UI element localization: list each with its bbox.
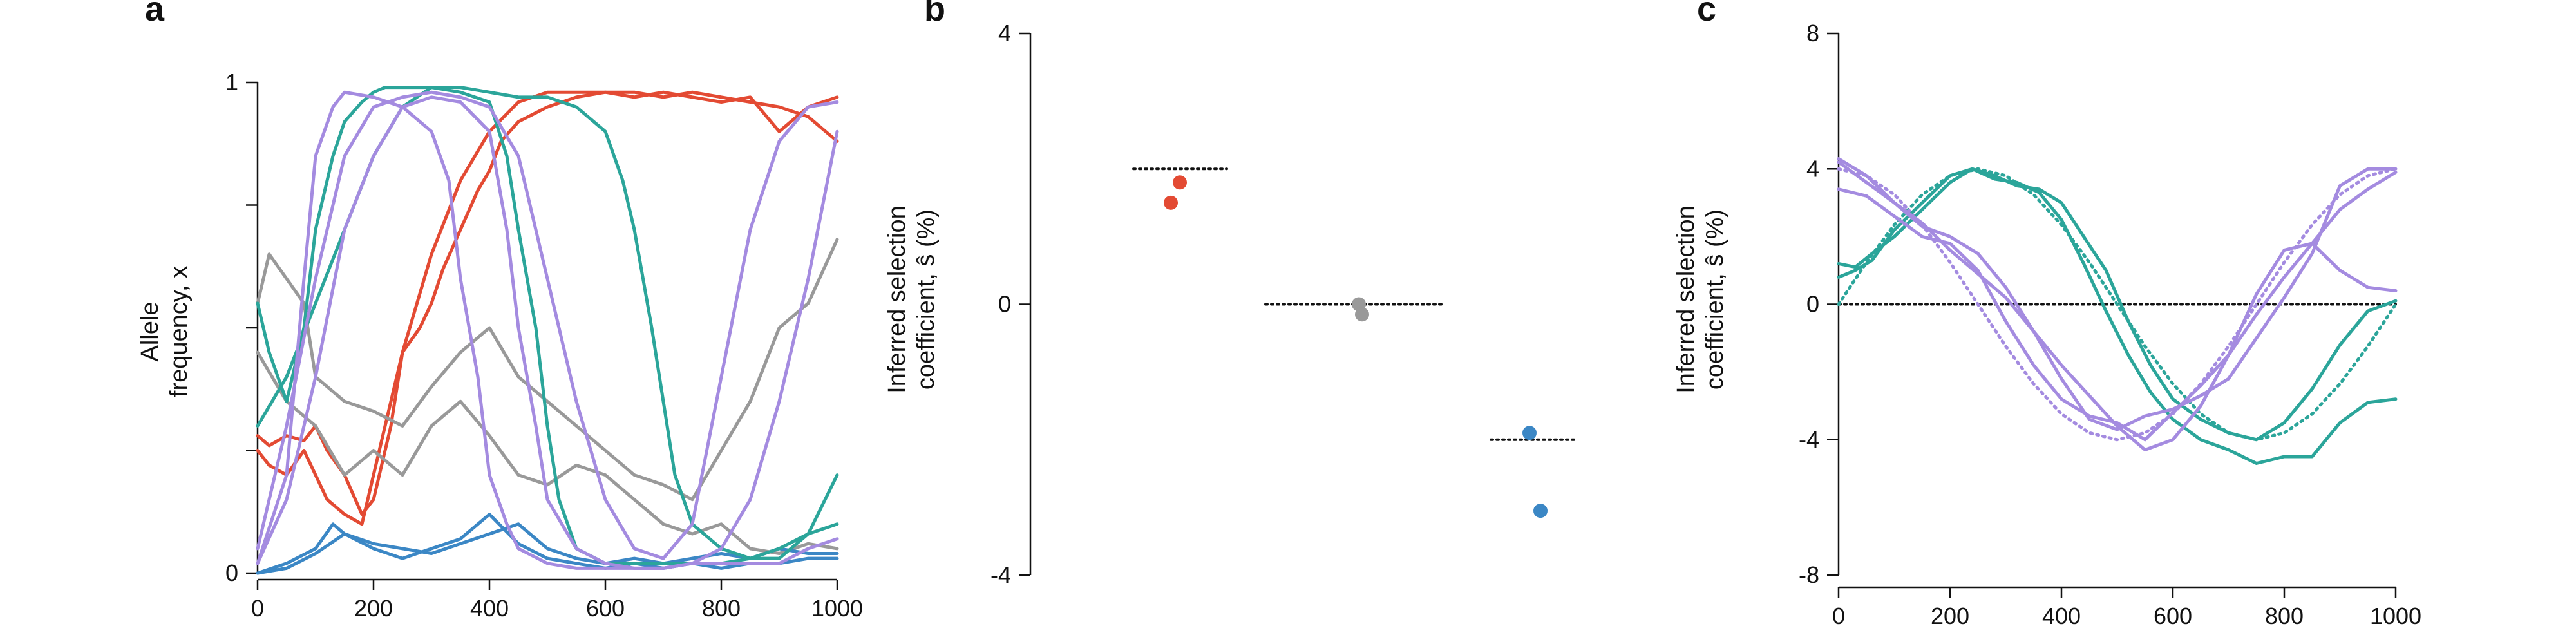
- y-tick-label-c: 8: [1806, 20, 1819, 46]
- y-axis-label-a-line2: frequency, x: [166, 266, 193, 397]
- inferred-curve-teal: [1837, 167, 2398, 465]
- y-axis-label-b-line2: coefficient, ŝ (%): [913, 209, 940, 390]
- x-tick-label-a: 0: [251, 595, 264, 621]
- traces-c: [1837, 157, 2398, 465]
- point-blue: [1522, 426, 1537, 440]
- trace-purple: [256, 90, 839, 570]
- y-tick-label-b: 4: [998, 20, 1011, 46]
- axes-b: -4 0 4: [990, 20, 1032, 588]
- true-curve-teal: [1837, 167, 2398, 442]
- y-tick-label-b: 0: [998, 291, 1011, 317]
- x-tick-label-c: 400: [2042, 603, 2081, 629]
- panel-label-a: a: [145, 0, 165, 28]
- x-tick-label-c: 0: [1832, 603, 1845, 629]
- inferred-curve-purple: [1837, 157, 2398, 431]
- y-tick-label-a: 0: [225, 560, 238, 586]
- trace-red: [256, 90, 839, 516]
- y-tick-label-c: -8: [1799, 562, 1819, 588]
- y-tick-label-c: 4: [1806, 155, 1819, 182]
- panel-b: b Inferred selection coefficient, ŝ (%) …: [884, 0, 1579, 588]
- panel-label-b: b: [924, 0, 945, 28]
- y-tick-label-a: 1: [225, 69, 238, 95]
- trace-purple: [256, 90, 839, 560]
- panel-a: a Allele frequency, x 0 1 0 200 400 600 800 100…: [137, 0, 863, 621]
- trace-gray: [256, 238, 839, 502]
- panel-c: c Inferred selection coefficient, ŝ (%) …: [1672, 0, 2421, 629]
- x-tick-label-a: 1000: [811, 595, 863, 621]
- inferred-curve-teal: [1837, 167, 2398, 442]
- y-axis-label-b-line1: Inferred selection: [884, 205, 911, 393]
- x-tick-label-a: 400: [470, 595, 509, 621]
- trace-gray: [256, 350, 839, 555]
- traces-a: [256, 86, 839, 575]
- panel-label-c: c: [1697, 0, 1716, 28]
- y-axis-label-c-line2: coefficient, ŝ (%): [1701, 209, 1728, 390]
- axes-c: -8 -4 0 4 8 0 200 400 600 800 1000: [1799, 20, 2421, 629]
- marks-b: [1132, 167, 1579, 518]
- trace-blue: [256, 522, 839, 575]
- x-tick-label-c: 1000: [2370, 603, 2421, 629]
- trace-purple: [256, 95, 839, 570]
- x-tick-label-c: 200: [1931, 603, 1969, 629]
- x-tick-label-a: 800: [702, 595, 741, 621]
- axes-a: 0 1 0 200 400 600 800 1000: [225, 69, 863, 621]
- point-blue: [1533, 504, 1548, 518]
- inferred-curve-purple: [1837, 160, 2398, 451]
- y-tick-label-c: -4: [1799, 426, 1819, 453]
- x-tick-label-a: 600: [586, 595, 625, 621]
- x-tick-label-a: 200: [354, 595, 393, 621]
- point-red: [1173, 175, 1187, 190]
- point-gray: [1355, 307, 1369, 322]
- trace-blue: [256, 513, 839, 575]
- y-axis-label-c-line1: Inferred selection: [1672, 205, 1700, 393]
- inferred-curve-purple: [1837, 171, 2398, 442]
- point-red: [1164, 195, 1178, 210]
- x-tick-label-c: 600: [2154, 603, 2192, 629]
- y-tick-label-c: 0: [1806, 291, 1819, 317]
- x-tick-label-c: 800: [2265, 603, 2304, 629]
- y-axis-label-a-line1: Allele: [137, 302, 164, 362]
- y-tick-label-b: -4: [990, 562, 1011, 588]
